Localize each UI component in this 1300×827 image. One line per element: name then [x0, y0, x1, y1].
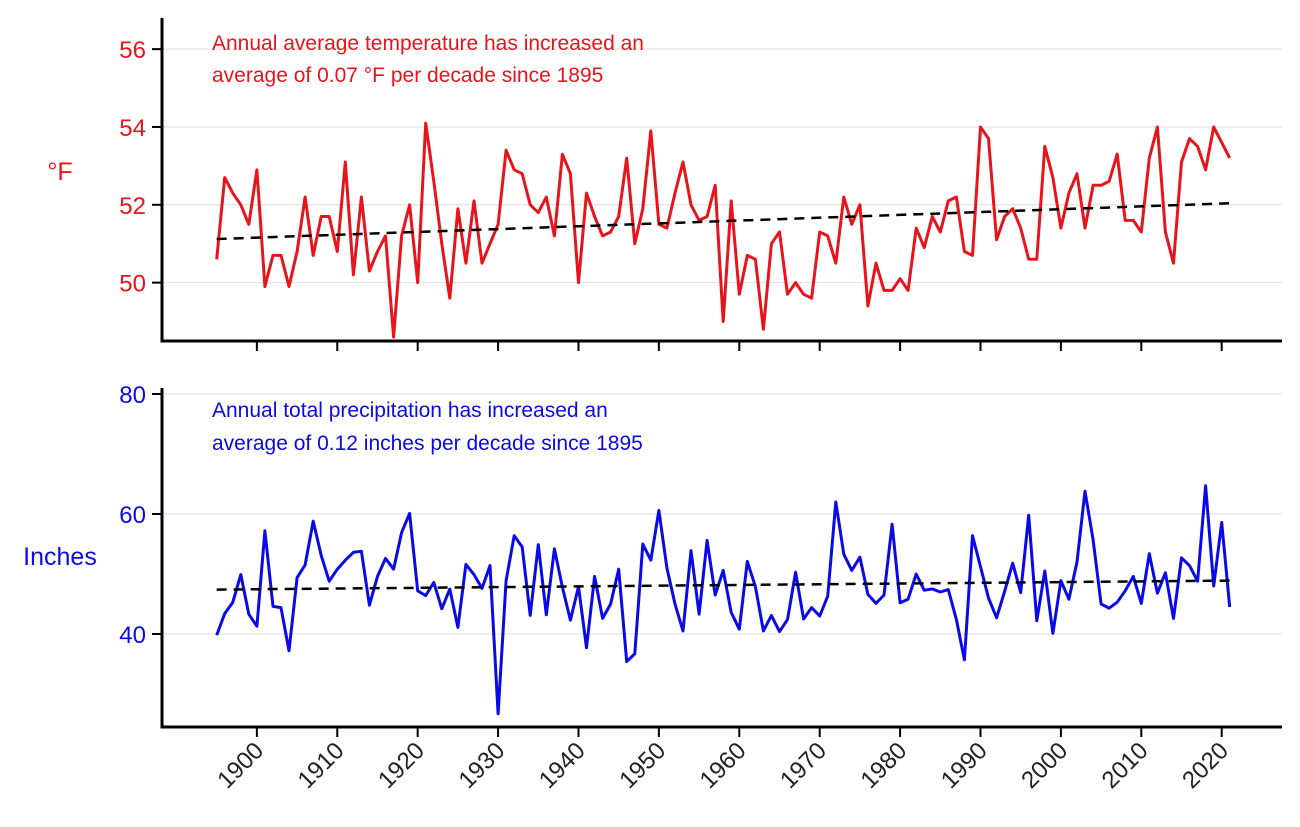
x-tick-label: 1920: [373, 737, 430, 794]
y-tick-label: 60: [119, 502, 146, 529]
x-tick-label: 1900: [212, 737, 269, 794]
x-tick-label: 1960: [695, 737, 752, 794]
y-axis-label: °F: [47, 158, 72, 186]
x-tick-label: 1950: [614, 737, 671, 794]
trend-line: [216, 579, 1230, 591]
y-tick-label: 52: [119, 193, 146, 220]
x-tick-label: 1940: [534, 737, 591, 794]
trend-line: [216, 201, 1230, 241]
y-tick-label: 54: [119, 115, 146, 142]
x-tick-label: 1930: [453, 737, 510, 794]
x-tick-label: 2000: [1016, 737, 1073, 794]
precipitation-panel: 40 60 80 Inches Annual total precipitation h…: [23, 382, 1282, 737]
annotation-line: average of 0.07 °F per decade since 1895: [212, 64, 603, 87]
x-tick-label: 1910: [293, 737, 350, 794]
annotation-line: Annual total precipitation has increased…: [212, 399, 608, 422]
annotation-line: average of 0.12 inches per decade since …: [212, 432, 643, 455]
x-tick-label: 1990: [936, 737, 993, 794]
x-tick-label: 1980: [855, 737, 912, 794]
series-line: [215, 121, 1232, 339]
y-tick-label: 80: [119, 382, 146, 409]
y-tick-label: 50: [119, 271, 146, 298]
annotation-line: Annual average temperature has increased…: [212, 32, 644, 55]
y-tick-label: 40: [119, 622, 146, 649]
series-line: [215, 484, 1232, 716]
y-tick-label: 56: [119, 37, 146, 64]
x-tick-label: 1970: [775, 737, 832, 794]
temperature-panel: 50 52 54 56 °F Annual average temperature has…: [47, 18, 1282, 351]
x-tick-label: 2020: [1177, 737, 1234, 794]
y-axis-label: Inches: [23, 543, 97, 571]
x-tick-label: 2010: [1097, 737, 1154, 794]
x-axis: 1900 1910 1920 1930 1940 1950 1960 1970 1980 1990…: [212, 737, 1234, 794]
